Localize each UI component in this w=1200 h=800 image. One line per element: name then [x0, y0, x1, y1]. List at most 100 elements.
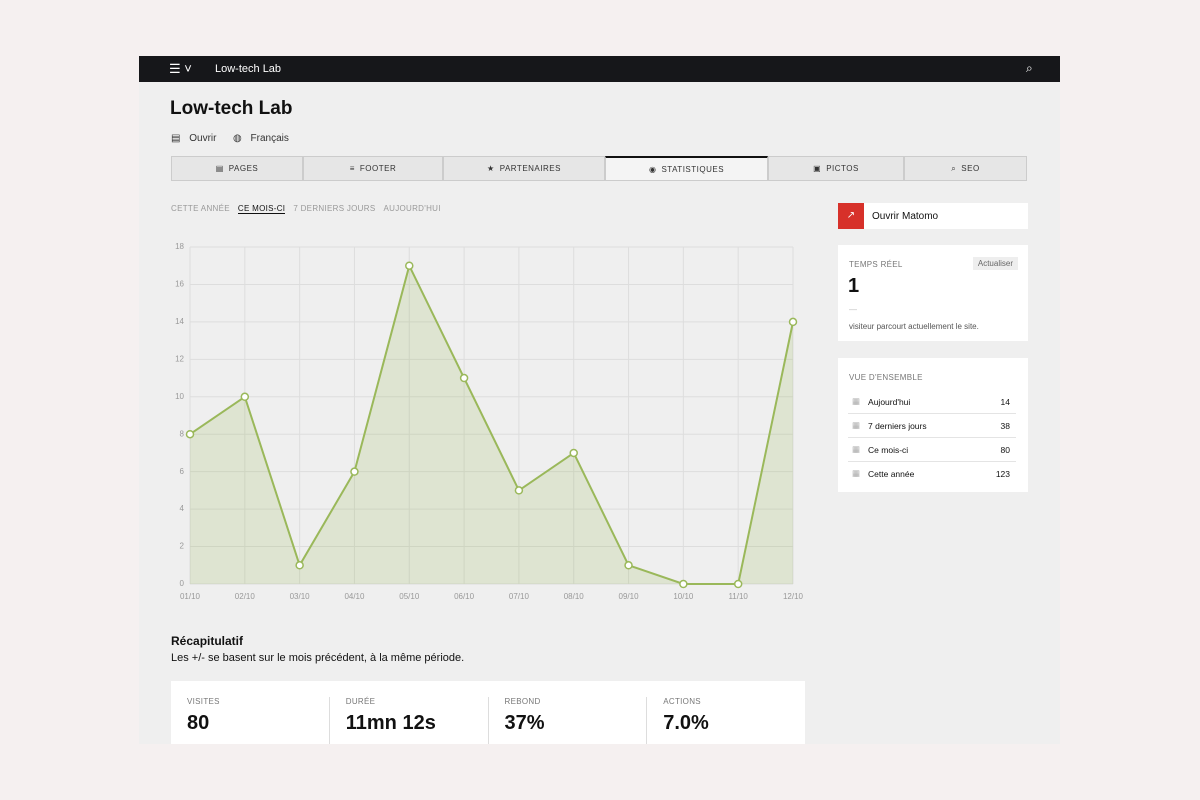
- point: [240, 392, 250, 402]
- stat-value: 80: [187, 712, 210, 734]
- overview-value: 38: [1000, 420, 1010, 431]
- tab-label: PAGES: [228, 164, 259, 173]
- language-link[interactable]: ◍ Français: [233, 133, 289, 144]
- menu-button[interactable]: ☰ ˅: [169, 61, 192, 76]
- overview-label: Ce mois-ci: [868, 444, 909, 455]
- x-tick-label: 08/10: [564, 592, 585, 601]
- summary-subtitle: Les +/- se basent sur le mois précédent,…: [171, 652, 465, 664]
- overview-rows: ▦ Aujourd'hui 14 ▦ 7 derniers jours 38 ▦ Ce moi…: [848, 390, 1016, 485]
- point: [459, 373, 469, 383]
- stat-label: VISITES: [187, 697, 220, 706]
- y-tick-label: 12: [175, 354, 184, 363]
- realtime-card: TEMPS RÉEL Actualiser 1 — visiteur parco…: [838, 245, 1028, 341]
- stats-card: VISITES 80 DURÉE 11mn 12s REBOND 37% ACTIONS 7.…: [171, 681, 805, 744]
- stat-label: DURÉE: [345, 697, 376, 706]
- refresh-button[interactable]: Actualiser: [972, 257, 1018, 270]
- period[interactable]: AUJOURD'HUI: [383, 204, 441, 213]
- tab[interactable]: ▣ PICTOS: [768, 156, 904, 181]
- y-tick-label: 14: [175, 317, 184, 326]
- open-text: Ouvrir: [189, 133, 217, 144]
- period[interactable]: CETTE ANNÉE: [171, 204, 230, 213]
- y-tick-label: 4: [180, 504, 185, 513]
- window: ☰ ˅ Low-tech Lab ⌕ Low-tech Lab ▤ Ouvrir…: [139, 56, 1060, 744]
- tab[interactable]: ◉ STATISTIQUES: [605, 156, 768, 181]
- page-title: Low-tech Lab: [170, 98, 293, 119]
- overview-label: Aujourd'hui: [868, 396, 911, 407]
- x-tick-label: 03/10: [290, 592, 311, 601]
- calendar-icon: ▦: [852, 468, 861, 478]
- point: [569, 448, 578, 458]
- point: [788, 317, 798, 327]
- line: [189, 262, 794, 585]
- stat: REBOND 37%: [487, 697, 647, 744]
- realtime-text: visiteur parcourt actuellement le site.: [849, 322, 979, 331]
- y-tick-label: 18: [175, 242, 184, 251]
- point: [514, 486, 524, 495]
- x-tick-label: 07/10: [509, 592, 530, 601]
- realtime-title: TEMPS RÉEL: [849, 260, 903, 269]
- overview-value: 123: [995, 468, 1010, 479]
- external-icon: ↗: [838, 203, 864, 229]
- search-button[interactable]: ⌕: [1026, 61, 1033, 75]
- y-tick-label: 10: [175, 392, 184, 401]
- x-tick-label: 04/10: [344, 592, 365, 601]
- realtime-dash: —: [849, 305, 857, 314]
- overview-row: ▦ 7 derniers jours 38: [848, 414, 1016, 438]
- point: [295, 561, 304, 570]
- period[interactable]: 7 DERNIERS JOURS: [293, 204, 376, 213]
- y-tick-label: 6: [180, 467, 185, 476]
- point: [350, 467, 359, 476]
- tab-label: FOOTER: [359, 164, 397, 173]
- stat: DURÉE 11mn 12s: [328, 697, 488, 744]
- x-tick-label: 02/10: [235, 592, 256, 601]
- overview-row: ▦ Ce mois-ci 80: [848, 438, 1016, 462]
- x-tick-label: 05/10: [399, 592, 420, 601]
- x-tick-label: 01/10: [180, 592, 201, 601]
- y-tick-label: 2: [180, 542, 185, 551]
- tab[interactable]: ≡ FOOTER: [303, 156, 443, 181]
- matomo-label: Ouvrir Matomo: [872, 211, 939, 222]
- x-tick-label: 09/10: [619, 592, 640, 601]
- calendar-icon: ▦: [852, 444, 861, 454]
- stat-label: REBOND: [504, 697, 541, 706]
- stat: ACTIONS 7.0%: [646, 697, 805, 744]
- point: [733, 579, 743, 589]
- stat-value: 11mn 12s: [345, 712, 436, 734]
- stat-label: ACTIONS: [663, 697, 701, 706]
- point: [624, 561, 633, 570]
- x-tick-label: 11/10: [728, 592, 748, 601]
- site-name[interactable]: Low-tech Lab: [215, 63, 282, 75]
- overview-label: Cette année: [868, 468, 915, 479]
- y-tick-label: 8: [180, 429, 185, 438]
- overview-row: ▦ Aujourd'hui 14: [848, 390, 1016, 414]
- tab[interactable]: ★ PARTENAIRES: [443, 156, 605, 181]
- matomo-button[interactable]: ↗ Ouvrir Matomo: [838, 203, 1028, 229]
- tab[interactable]: ▤ PAGES: [171, 156, 303, 181]
- summary-title: Récapitulatif: [171, 634, 244, 648]
- overview-title: VUE D'ENSEMBLE: [849, 373, 923, 382]
- stat-value: 7.0%: [663, 712, 709, 734]
- period[interactable]: CE MOIS-CI: [237, 204, 286, 214]
- tabs: ▤ PAGES ≡ FOOTER ★ PARTENAIRES ◉ STATIST…: [171, 156, 1027, 181]
- y-tick-label: 16: [175, 280, 184, 289]
- open-link[interactable]: ▤ Ouvrir: [171, 133, 217, 144]
- tab-label: STATISTIQUES: [661, 164, 725, 174]
- area: [190, 265, 793, 584]
- overview-card: VUE D'ENSEMBLE ▦ Aujourd'hui 14 ▦ 7 derniers…: [838, 358, 1028, 492]
- tab-label: PARTENAIRES: [499, 164, 561, 173]
- point: [405, 261, 414, 270]
- x-tick-label: 06/10: [454, 592, 475, 601]
- chart: 0 2 4 6 8 10 12 14 16 18 01/10 02/10 03/10 04/10 05/10…: [175, 242, 804, 601]
- tab[interactable]: ⌕ SEO: [904, 156, 1027, 181]
- x-tick-label: 10/10: [673, 592, 694, 601]
- realtime-count: 1: [848, 275, 860, 297]
- language-text: Français: [250, 133, 289, 144]
- overview-row: ▦ Cette année 123: [848, 462, 1016, 485]
- top-bar: ☰ ˅ Low-tech Lab ⌕: [139, 56, 1060, 82]
- x-tick-label: 12/10: [783, 592, 804, 601]
- overview-value: 80: [1000, 444, 1010, 455]
- calendar-icon: ▦: [852, 420, 861, 430]
- y-tick-label: 0: [180, 579, 185, 588]
- tab-label: PICTOS: [826, 164, 859, 173]
